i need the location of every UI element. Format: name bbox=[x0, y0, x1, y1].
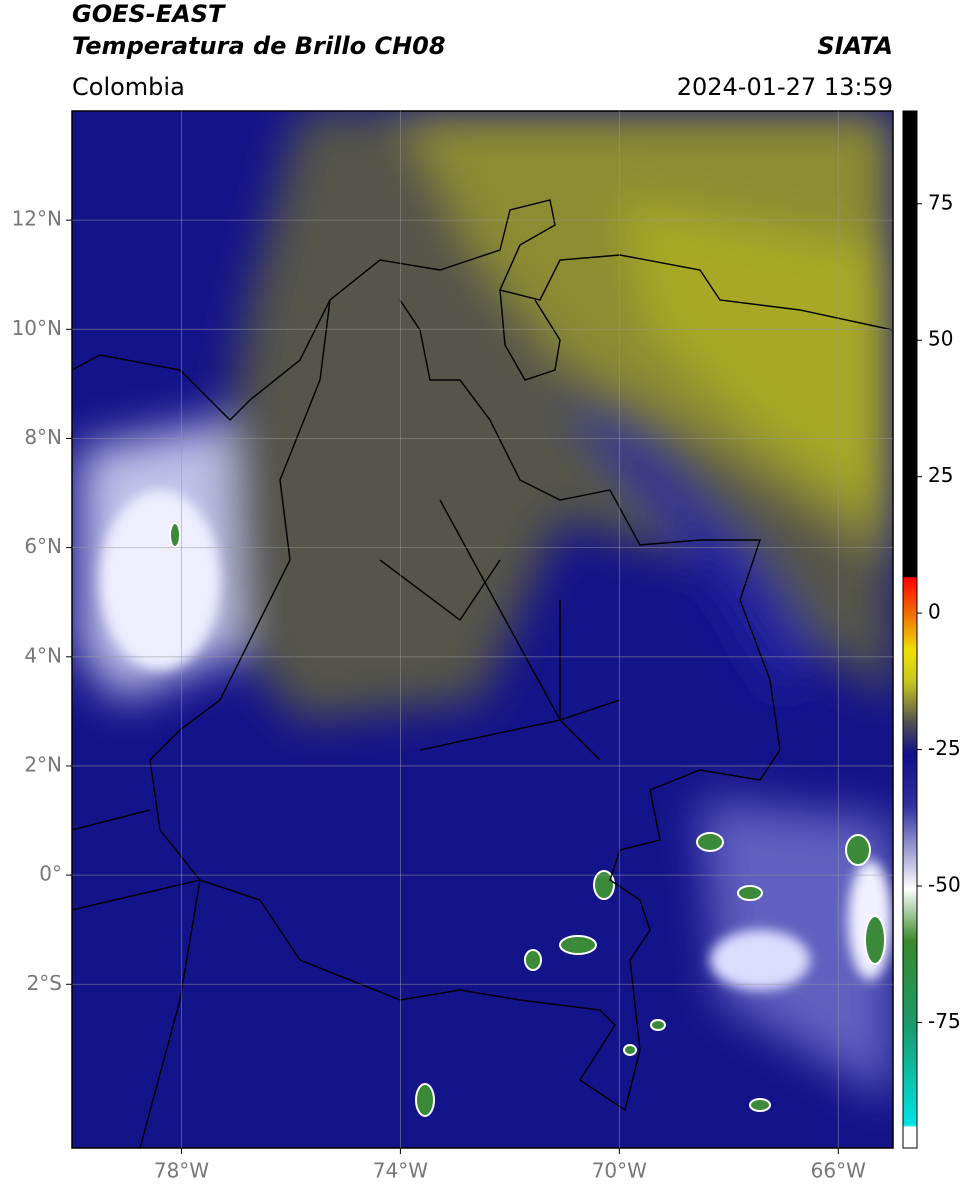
map-frame bbox=[71, 110, 894, 1149]
y-tick-label: 10°N bbox=[12, 316, 62, 340]
source: SIATA bbox=[817, 32, 893, 60]
borders bbox=[72, 199, 893, 1148]
x-tick-label: 70°W bbox=[592, 1159, 647, 1183]
x-tick-label: 78°W bbox=[154, 1159, 209, 1183]
region: Colombia bbox=[72, 73, 185, 101]
y-tick-label: 4°N bbox=[24, 643, 62, 667]
colorbar-tick-label: -25 bbox=[928, 736, 961, 760]
satellite-image bbox=[72, 111, 893, 1148]
colorbar-tick-label: 50 bbox=[928, 327, 953, 351]
colorbar-tick-label: -50 bbox=[928, 873, 961, 897]
x-tick-label: 74°W bbox=[373, 1159, 428, 1183]
colorbar-tick-label: 25 bbox=[928, 463, 953, 487]
x-tick-label: 66°W bbox=[811, 1159, 866, 1183]
colorbar-tick-label: 75 bbox=[928, 190, 953, 214]
y-tick-label: 2°N bbox=[24, 752, 62, 776]
colorbar-tick-label: 0 bbox=[928, 600, 941, 624]
title: GOES-EAST bbox=[72, 0, 226, 28]
y-tick-label: 0° bbox=[39, 862, 62, 886]
y-tick-label: 8°N bbox=[24, 425, 62, 449]
colorbar-tick-label: -75 bbox=[928, 1009, 961, 1033]
y-tick-label: 2°S bbox=[27, 971, 62, 995]
y-tick-label: 6°N bbox=[24, 534, 62, 558]
y-tick-label: 12°N bbox=[12, 207, 62, 231]
colorbar bbox=[902, 110, 918, 1149]
datetime: 2024-01-27 13:59 bbox=[677, 73, 893, 101]
subtitle: Temperatura de Brillo CH08 bbox=[72, 32, 446, 60]
